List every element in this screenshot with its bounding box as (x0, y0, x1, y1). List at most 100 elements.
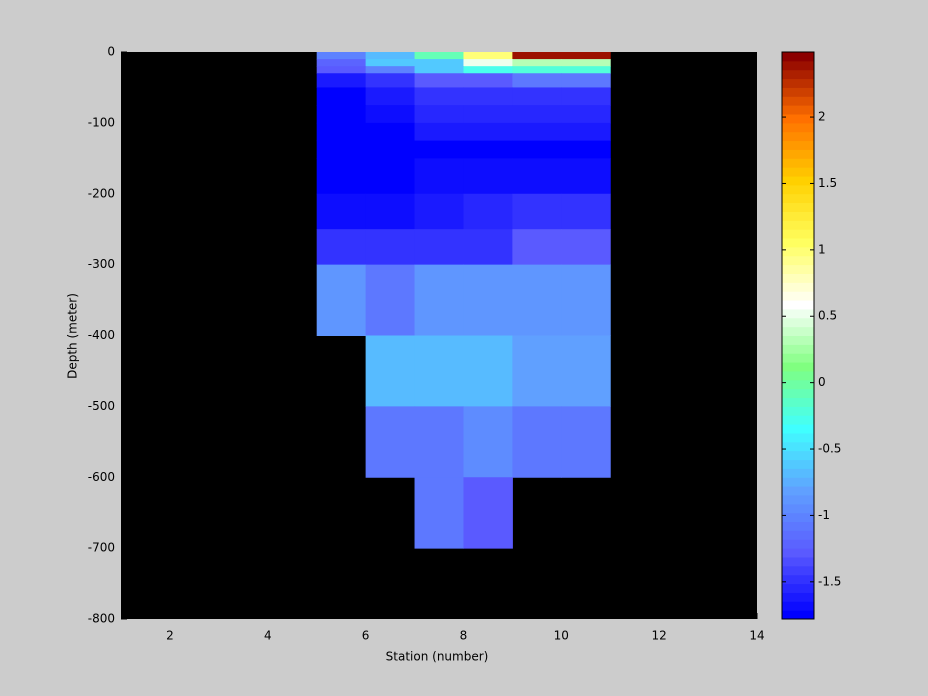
colorbar-swatch (782, 78, 814, 88)
colorbar-swatch (782, 87, 814, 97)
colorbar-swatch (782, 406, 814, 416)
colorbar-swatch (782, 131, 814, 142)
y-tick-label: -100 (88, 115, 115, 129)
colorbar-swatch (782, 530, 814, 540)
colorbar-swatch (782, 317, 814, 328)
colorbar-swatch (782, 424, 814, 434)
cell (316, 105, 367, 124)
cell (365, 406, 416, 478)
colorbar-swatch (782, 353, 814, 363)
colorbar-swatch (782, 370, 814, 381)
cell (414, 140, 464, 159)
cell (561, 406, 611, 478)
colorbar-swatch (782, 450, 814, 461)
colorbar-frame (781, 51, 815, 620)
y-tick-label: -300 (88, 257, 115, 271)
x-tick-label: 14 (749, 629, 764, 643)
cell (365, 66, 416, 74)
x-tick-label: 4 (264, 629, 272, 643)
cell (512, 52, 562, 60)
cell (316, 66, 367, 74)
colorbar-swatch (782, 459, 814, 469)
cell (365, 335, 416, 407)
colorbar-swatch (782, 486, 814, 496)
colorbar-tick-label: 0 (818, 375, 826, 389)
colorbar-swatch (782, 122, 814, 133)
cell (414, 73, 464, 88)
cell (414, 122, 464, 142)
cell (365, 264, 416, 336)
colorbar-swatch (782, 556, 814, 567)
colorbar-swatch (782, 238, 814, 248)
cell (463, 66, 513, 74)
cell (512, 335, 562, 407)
colorbar-swatch (782, 140, 814, 150)
colorbar-swatch (782, 565, 814, 576)
cell (561, 193, 611, 230)
cell (463, 87, 513, 106)
cell (316, 87, 367, 106)
cell (512, 406, 562, 478)
cell (561, 264, 611, 336)
cell (512, 158, 562, 195)
cell (561, 158, 611, 195)
colorbar-swatch (782, 220, 814, 230)
x-tick-label: 2 (166, 629, 174, 643)
cell (414, 264, 464, 336)
colorbar-tick-label: 1.5 (818, 176, 837, 190)
colorbar-swatch (782, 114, 814, 124)
cell (414, 66, 464, 74)
cell (561, 59, 611, 67)
cell (463, 52, 513, 60)
y-tick-label: -700 (88, 541, 115, 555)
cell (316, 122, 367, 142)
cell (561, 335, 611, 407)
colorbar-swatch (782, 548, 814, 558)
y-tick-label: -600 (88, 470, 115, 484)
colorbar-swatch (782, 583, 814, 593)
cell (512, 140, 562, 159)
colorbar-swatch (782, 202, 814, 212)
cell (414, 477, 464, 549)
cell (463, 59, 513, 67)
colorbar-swatch (782, 415, 814, 425)
colorbar-swatch (782, 477, 814, 487)
colorbar-swatch (782, 574, 814, 585)
colorbar-swatch (782, 273, 814, 283)
cell (316, 52, 367, 60)
cell (414, 229, 464, 266)
cell (316, 193, 367, 230)
cell (414, 59, 464, 67)
cell (414, 52, 464, 60)
colorbar-swatch (782, 255, 814, 266)
colorbar-swatch (782, 264, 814, 274)
x-axis-label: Station (number) (386, 650, 489, 664)
cell (414, 158, 464, 195)
colorbar-swatch (782, 592, 814, 602)
cell (365, 193, 416, 230)
cell (561, 229, 611, 266)
y-tick-label: -800 (88, 612, 115, 626)
colorbar-swatch (782, 282, 814, 292)
colorbar-swatch (782, 229, 814, 239)
cell (463, 193, 513, 230)
colorbar-swatch (782, 539, 814, 549)
y-tick-label: -400 (88, 328, 115, 342)
colorbar-swatch (782, 300, 814, 310)
colorbar-tick-label: 0.5 (818, 309, 837, 323)
cell (463, 140, 513, 159)
colorbar-swatch (782, 362, 814, 372)
colorbar-swatch (782, 344, 814, 354)
cell (316, 59, 367, 67)
cell (365, 229, 416, 266)
cell (561, 73, 611, 88)
cell (561, 87, 611, 106)
colorbar-tick-label: -1 (818, 508, 830, 522)
y-tick-label: -200 (88, 186, 115, 200)
cell (512, 66, 562, 74)
colorbar-swatch (782, 335, 814, 345)
colorbar-tick-label: -0.5 (818, 442, 841, 456)
cell (365, 105, 416, 124)
colorbar-swatch (782, 503, 814, 514)
